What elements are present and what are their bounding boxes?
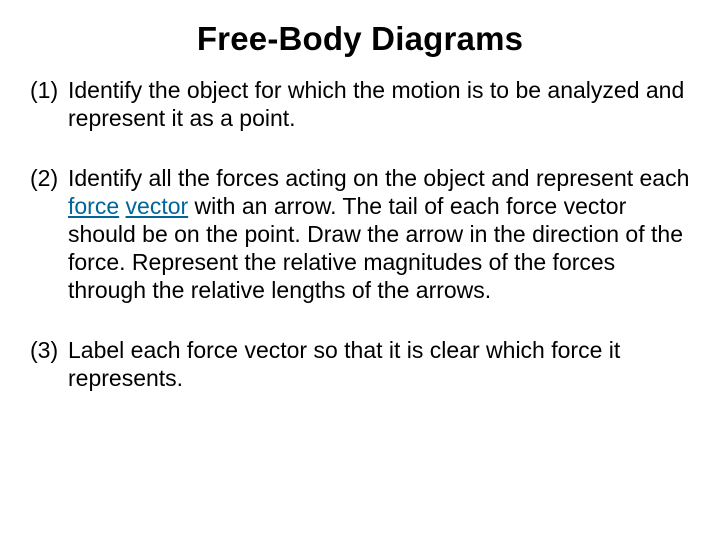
list-item: (1) Identify the object for which the mo… <box>30 76 690 132</box>
list-item: (2) Identify all the forces acting on th… <box>30 164 690 304</box>
item-text-pre: Identify all the forces acting on the ob… <box>68 165 689 191</box>
item-body: Label each force vector so that it is cl… <box>68 336 690 392</box>
link-force[interactable]: force <box>68 193 119 219</box>
item-body: Identify all the forces acting on the ob… <box>68 164 690 304</box>
item-number: (1) <box>30 76 68 132</box>
list-item: (3) Label each force vector so that it i… <box>30 336 690 392</box>
page-title: Free-Body Diagrams <box>30 20 690 58</box>
item-text: Label each force vector so that it is cl… <box>68 337 620 391</box>
item-number: (2) <box>30 164 68 304</box>
slide: Free-Body Diagrams (1) Identify the obje… <box>0 0 720 540</box>
item-body: Identify the object for which the motion… <box>68 76 690 132</box>
item-text: Identify the object for which the motion… <box>68 77 684 131</box>
item-number: (3) <box>30 336 68 392</box>
link-vector[interactable]: vector <box>126 193 189 219</box>
